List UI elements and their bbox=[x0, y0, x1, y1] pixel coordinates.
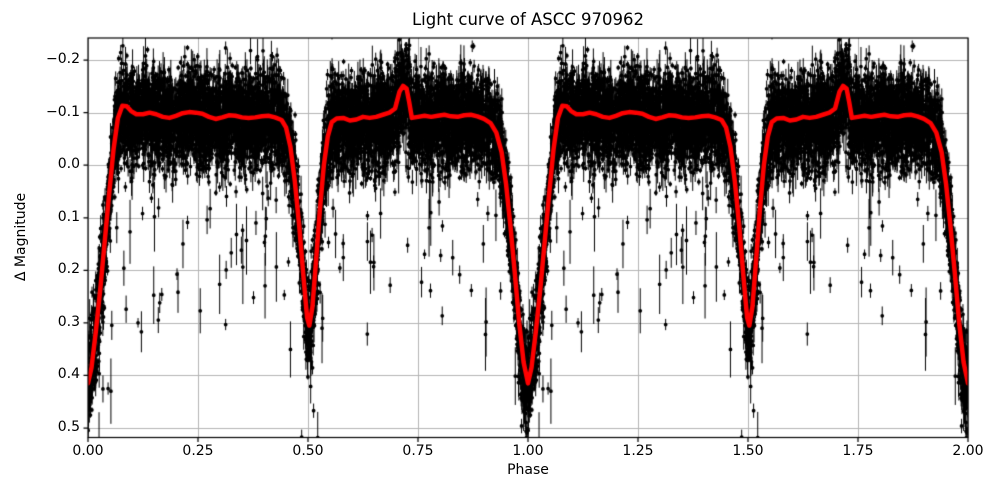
x-tick-label: 0.50 bbox=[292, 443, 324, 459]
y-tick-label: 0.2 bbox=[57, 261, 80, 278]
x-tick-label: 1.50 bbox=[732, 443, 764, 459]
y-tick-label: −0.2 bbox=[46, 51, 80, 68]
x-tick-label: 0.00 bbox=[72, 443, 104, 459]
chart-title: Light curve of ASCC 970962 bbox=[411, 10, 645, 29]
x-tick-label: 1.75 bbox=[842, 443, 874, 459]
x-axis-label: Phase bbox=[507, 462, 549, 478]
y-tick-label: 0.0 bbox=[57, 156, 80, 173]
y-tick-label: 0.4 bbox=[57, 366, 80, 383]
x-tick-label: 1.25 bbox=[622, 443, 654, 459]
y-tick-label: 0.3 bbox=[57, 313, 80, 330]
x-tick-label: 1.00 bbox=[512, 443, 544, 459]
x-tick-label: 2.00 bbox=[952, 443, 984, 459]
y-tick-label: 0.1 bbox=[57, 208, 80, 225]
y-tick-label: −0.1 bbox=[46, 103, 80, 120]
x-tick-label: 0.25 bbox=[182, 443, 214, 459]
x-tick-label: 0.75 bbox=[402, 443, 434, 459]
y-tick-label: 0.5 bbox=[57, 419, 80, 436]
